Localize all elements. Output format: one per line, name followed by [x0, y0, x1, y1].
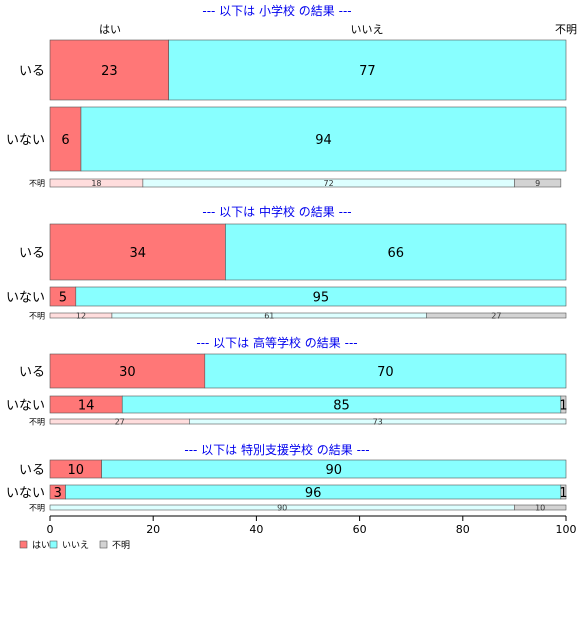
- row-label: いない: [6, 133, 45, 148]
- data-label: 14: [78, 399, 95, 414]
- legend-swatch: [49, 540, 58, 549]
- panel-title: --- 以下は 特別支援学校 の結果 ---: [184, 442, 369, 457]
- row-label: 不明: [29, 418, 45, 427]
- data-label: 34: [129, 246, 146, 261]
- legend-label: はい: [32, 540, 50, 551]
- data-label: 96: [305, 486, 322, 501]
- data-label: 72: [324, 179, 334, 188]
- legend-label: いいえ: [62, 540, 89, 551]
- row-label: いない: [6, 486, 45, 501]
- legend-label: 不明: [112, 540, 130, 551]
- data-label: 77: [359, 64, 376, 79]
- data-label: 18: [91, 179, 101, 188]
- row-label: いない: [6, 291, 45, 306]
- bar-segment: [560, 484, 567, 500]
- row-label: いる: [19, 64, 45, 79]
- row-label: いる: [19, 365, 45, 380]
- x-tick-label: 20: [146, 523, 160, 536]
- data-label: 73: [373, 418, 383, 427]
- column-header: はい: [99, 23, 121, 36]
- row-label: いない: [6, 399, 45, 414]
- row-label: いる: [19, 463, 45, 478]
- bar-segment: [514, 504, 567, 511]
- x-tick-label: 40: [249, 523, 263, 536]
- data-label: 27: [491, 312, 501, 321]
- bar-segment: [426, 312, 567, 319]
- data-label: 30: [119, 365, 136, 380]
- data-label: 94: [315, 133, 332, 148]
- data-label: 27: [115, 418, 125, 427]
- row-label: 不明: [29, 504, 45, 513]
- data-label: 85: [333, 399, 350, 414]
- data-label: 66: [387, 246, 404, 261]
- row-label: 不明: [29, 312, 45, 321]
- panel-title: --- 以下は 高等学校 の結果 ---: [196, 335, 357, 350]
- data-label: 9: [535, 179, 540, 188]
- bar-segment: [49, 39, 169, 101]
- data-label: 6: [61, 133, 69, 148]
- data-label: 61: [264, 312, 274, 321]
- bar-segment: [75, 286, 567, 307]
- panel-title: --- 以下は 中学校 の結果 ---: [202, 204, 351, 219]
- bar-segment: [189, 418, 567, 425]
- legend-swatch: [19, 540, 28, 549]
- data-label: 12: [76, 312, 86, 321]
- x-tick-label: 60: [353, 523, 367, 536]
- data-label: 90: [326, 463, 343, 478]
- bar-segment: [225, 223, 567, 281]
- bar-segment: [101, 459, 567, 479]
- data-label: 1: [559, 399, 567, 414]
- bar-segment: [49, 223, 226, 281]
- panel-title: --- 以下は 小学校 の結果 ---: [202, 3, 351, 18]
- bar-segment: [49, 106, 82, 172]
- data-label: 10: [68, 463, 85, 478]
- data-label: 95: [313, 291, 330, 306]
- bar-segment: [168, 39, 567, 101]
- bar-segment: [80, 106, 567, 172]
- bar-segment: [514, 178, 562, 188]
- data-label: 1: [559, 486, 567, 501]
- bar-segment: [204, 353, 567, 389]
- row-label: いる: [19, 246, 45, 261]
- bar-segment: [49, 353, 206, 389]
- x-tick-label: 100: [556, 523, 577, 536]
- data-label: 5: [59, 291, 67, 306]
- data-label: 3: [54, 486, 62, 501]
- data-label: 90: [277, 504, 287, 513]
- data-label: 23: [101, 64, 118, 79]
- data-label: 10: [535, 504, 545, 513]
- legend-swatch: [99, 540, 108, 549]
- data-label: 70: [377, 365, 394, 380]
- bar-segment: [560, 395, 567, 414]
- x-tick-label: 80: [456, 523, 470, 536]
- row-label: 不明: [29, 179, 45, 188]
- column-header: 不明: [555, 23, 577, 36]
- column-header: いいえ: [351, 23, 384, 36]
- x-tick-label: 0: [47, 523, 54, 536]
